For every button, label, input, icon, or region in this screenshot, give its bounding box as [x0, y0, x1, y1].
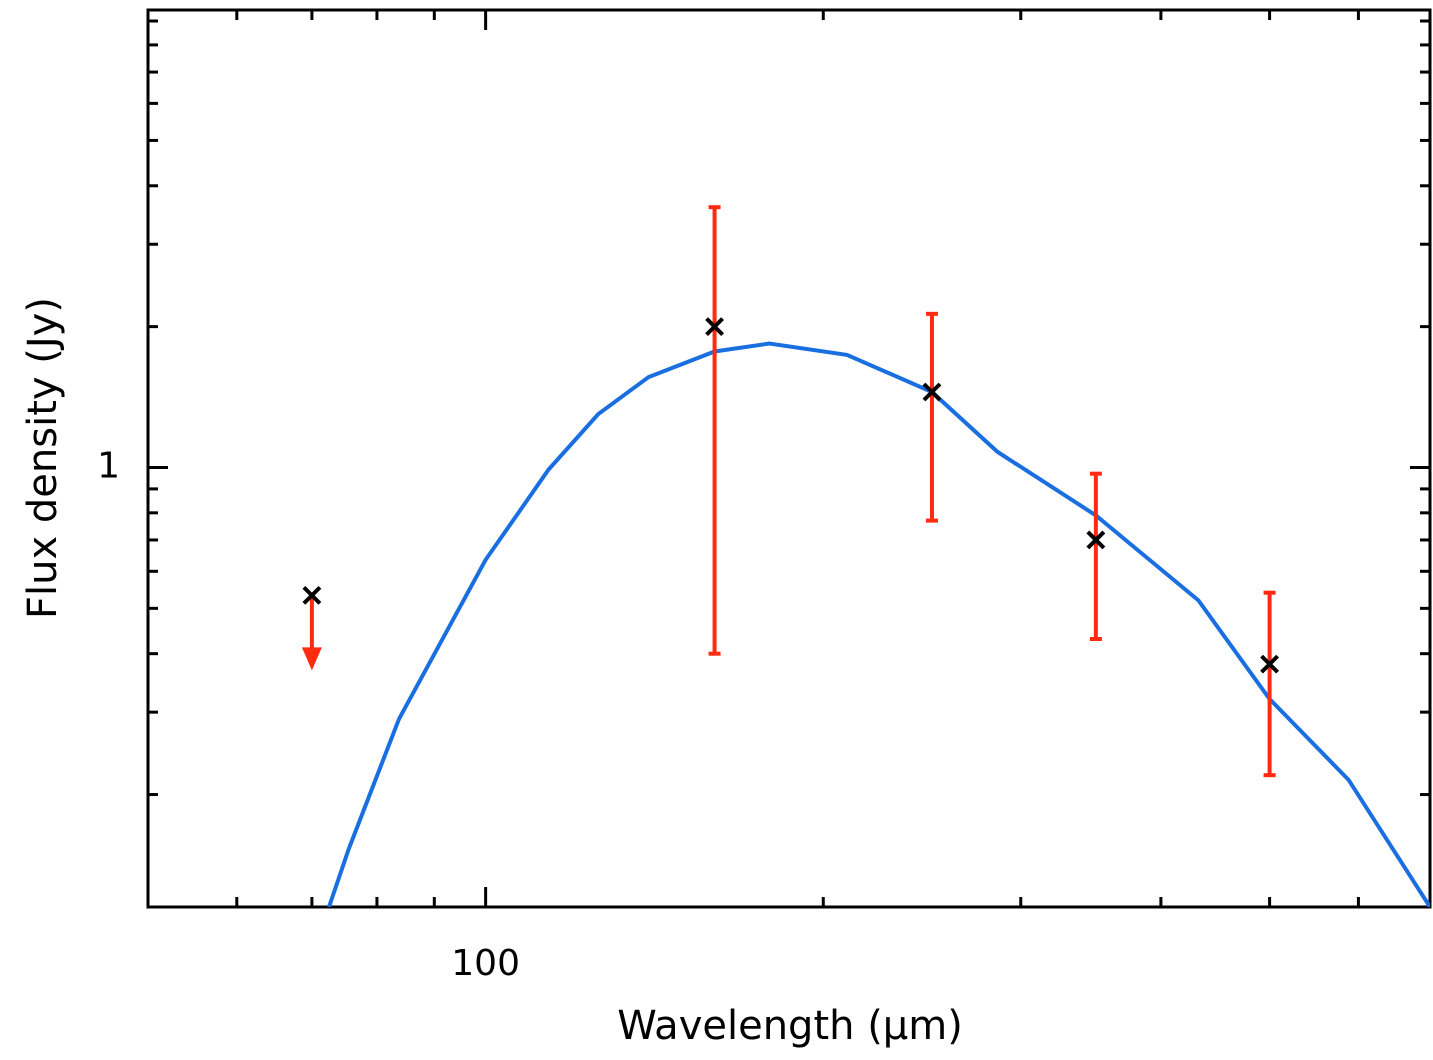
error-bar — [925, 311, 938, 523]
plot-frame — [146, 8, 1432, 909]
marker-stroke — [922, 382, 942, 402]
model-curve — [327, 341, 1430, 907]
upper-limit-arrow — [301, 595, 322, 671]
y-tick-label: 1 — [97, 445, 120, 486]
x-axis-label: Wavelength (μm) — [617, 1003, 963, 1049]
error-bar — [708, 205, 721, 656]
marker-stroke — [705, 317, 724, 337]
marker — [302, 585, 322, 605]
marker-stroke — [302, 585, 322, 605]
marker — [1260, 654, 1280, 674]
y-axis-label: Flux density (Jy) — [20, 297, 66, 619]
marker — [922, 382, 942, 402]
arrow-head — [301, 647, 322, 671]
marker — [1086, 530, 1106, 550]
marker-stroke — [1086, 530, 1106, 550]
error-bar — [1089, 471, 1102, 641]
marker — [705, 317, 724, 337]
x-tick-label: 100 — [451, 943, 520, 984]
marker-stroke — [1260, 654, 1280, 674]
error-bar — [1263, 590, 1276, 778]
